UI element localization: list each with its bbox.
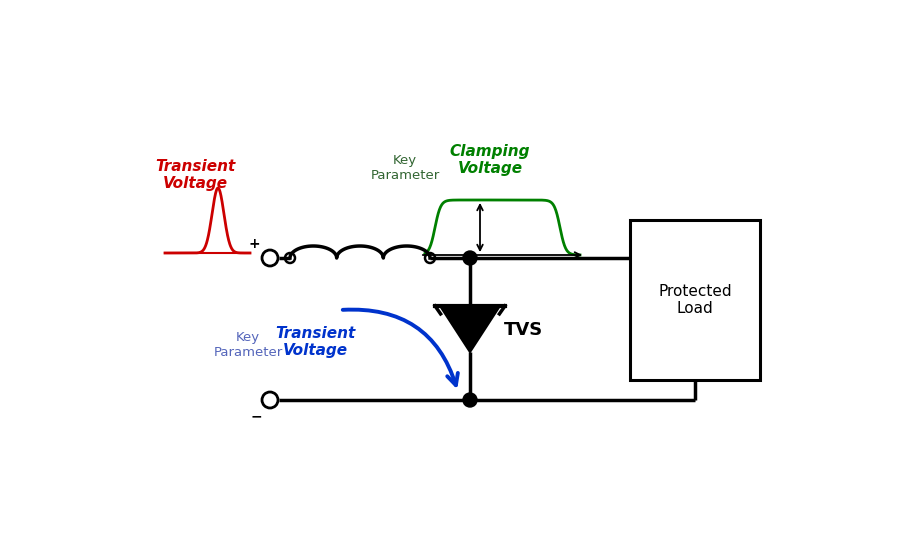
Text: Transient
Voltage: Transient Voltage xyxy=(155,159,235,191)
Circle shape xyxy=(463,393,477,407)
Bar xyxy=(630,220,760,380)
Circle shape xyxy=(463,251,477,265)
Text: Key
Parameter: Key Parameter xyxy=(213,331,283,359)
Text: Clamping
Voltage: Clamping Voltage xyxy=(450,144,531,176)
Text: Protected
Load: Protected Load xyxy=(658,284,732,316)
Text: Transient
Voltage: Transient Voltage xyxy=(274,326,355,358)
Text: Key
Parameter: Key Parameter xyxy=(370,154,440,182)
Text: TVS: TVS xyxy=(504,321,543,339)
Polygon shape xyxy=(440,306,500,352)
Text: −: − xyxy=(251,409,262,423)
Text: +: + xyxy=(248,237,260,251)
